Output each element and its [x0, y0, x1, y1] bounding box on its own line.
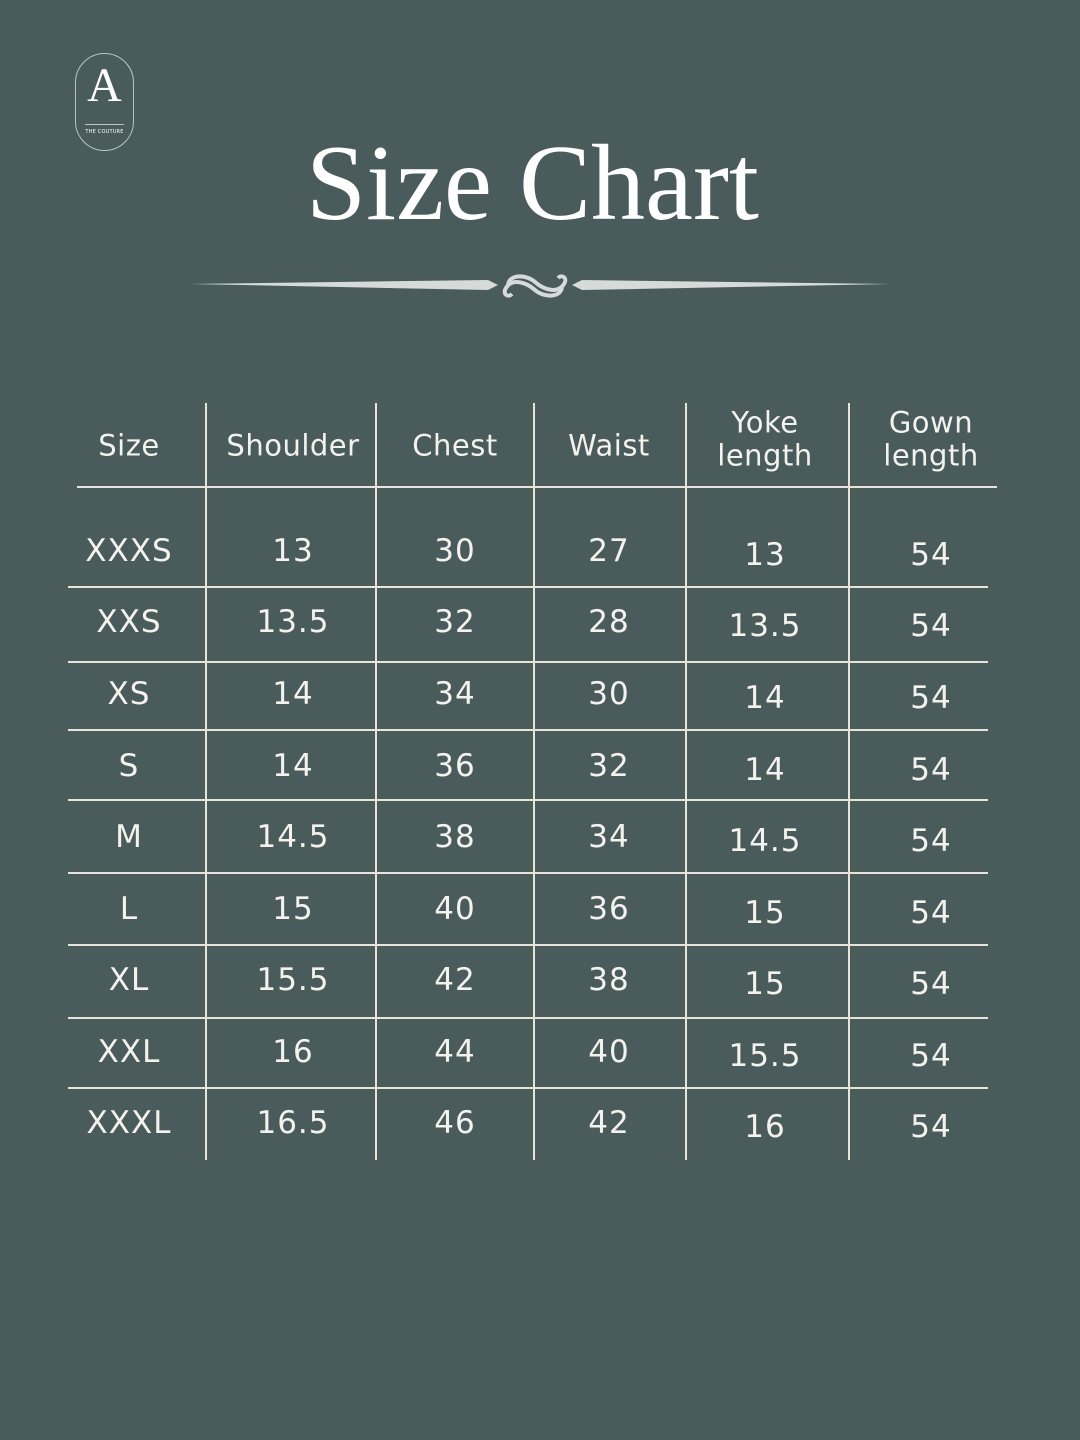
brand-logo: A THE COUTURE	[75, 53, 134, 151]
table-cell: 54	[910, 536, 952, 573]
table-cell: 16.5	[256, 1104, 330, 1141]
table-cell: 34	[434, 675, 476, 712]
size-label: M	[115, 818, 143, 855]
row-divider	[68, 586, 988, 588]
table-cell: 14	[744, 679, 786, 716]
size-label: XS	[107, 675, 151, 712]
column-divider	[205, 403, 207, 1160]
row-divider	[68, 799, 988, 801]
table-cell: 15	[272, 890, 314, 927]
column-header: Gown length	[883, 405, 979, 473]
table-cell: 16	[744, 1108, 786, 1145]
size-label: XXXS	[85, 532, 173, 569]
table-cell: 14	[272, 747, 314, 784]
column-header: Yoke length	[717, 405, 813, 473]
table-cell: 54	[910, 1108, 952, 1145]
table-cell: 54	[910, 965, 952, 1002]
table-cell: 38	[588, 961, 630, 998]
size-label: XXL	[97, 1033, 161, 1070]
table-cell: 13	[744, 536, 786, 573]
table-cell: 42	[588, 1104, 630, 1141]
table-cell: 14.5	[728, 822, 802, 859]
logo-subtitle: THE COUTURE	[85, 129, 124, 135]
column-header: Size	[98, 428, 160, 463]
table-cell: 27	[588, 532, 630, 569]
table-cell: 40	[588, 1033, 630, 1070]
table-cell: 13.5	[728, 607, 802, 644]
table-cell: 30	[434, 532, 476, 569]
table-cell: 38	[434, 818, 476, 855]
row-divider	[68, 661, 988, 663]
size-label: L	[119, 890, 139, 927]
table-cell: 36	[434, 747, 476, 784]
column-header: Shoulder	[226, 428, 360, 463]
column-header: Waist	[568, 428, 650, 463]
row-divider	[68, 872, 988, 874]
table-cell: 54	[910, 894, 952, 931]
table-cell: 32	[434, 603, 476, 640]
table-cell: 28	[588, 603, 630, 640]
table-cell: 42	[434, 961, 476, 998]
column-divider	[848, 403, 850, 1160]
header-divider	[77, 486, 997, 488]
table-cell: 15.5	[728, 1037, 802, 1074]
table-cell: 15	[744, 894, 786, 931]
table-cell: 54	[910, 822, 952, 859]
page-title: Size Chart	[306, 124, 759, 243]
column-divider	[375, 403, 377, 1160]
table-cell: 15	[744, 965, 786, 1002]
table-cell: 13	[272, 532, 314, 569]
size-label: XXS	[96, 603, 162, 640]
column-header: Chest	[412, 428, 498, 463]
size-label: XL	[108, 961, 150, 998]
table-cell: 14.5	[256, 818, 330, 855]
table-cell: 13.5	[256, 603, 330, 640]
table-cell: 16	[272, 1033, 314, 1070]
table-cell: 46	[434, 1104, 476, 1141]
column-divider	[685, 403, 687, 1160]
table-cell: 54	[910, 751, 952, 788]
logo-divider	[85, 124, 124, 125]
table-cell: 40	[434, 890, 476, 927]
table-cell: 54	[910, 607, 952, 644]
table-cell: 14	[744, 751, 786, 788]
table-cell: 54	[910, 679, 952, 716]
ornament-divider	[190, 274, 890, 298]
size-label: XXXL	[86, 1104, 172, 1141]
size-label: S	[118, 747, 140, 784]
row-divider	[68, 944, 988, 946]
column-divider	[533, 403, 535, 1160]
table-cell: 15.5	[256, 961, 330, 998]
table-cell: 30	[588, 675, 630, 712]
table-cell: 32	[588, 747, 630, 784]
table-cell: 14	[272, 675, 314, 712]
table-cell: 44	[434, 1033, 476, 1070]
table-cell: 36	[588, 890, 630, 927]
table-cell: 54	[910, 1037, 952, 1074]
logo-letter: A	[87, 59, 122, 112]
row-divider	[68, 729, 988, 731]
table-cell: 34	[588, 818, 630, 855]
row-divider	[68, 1017, 988, 1019]
row-divider	[68, 1087, 988, 1089]
